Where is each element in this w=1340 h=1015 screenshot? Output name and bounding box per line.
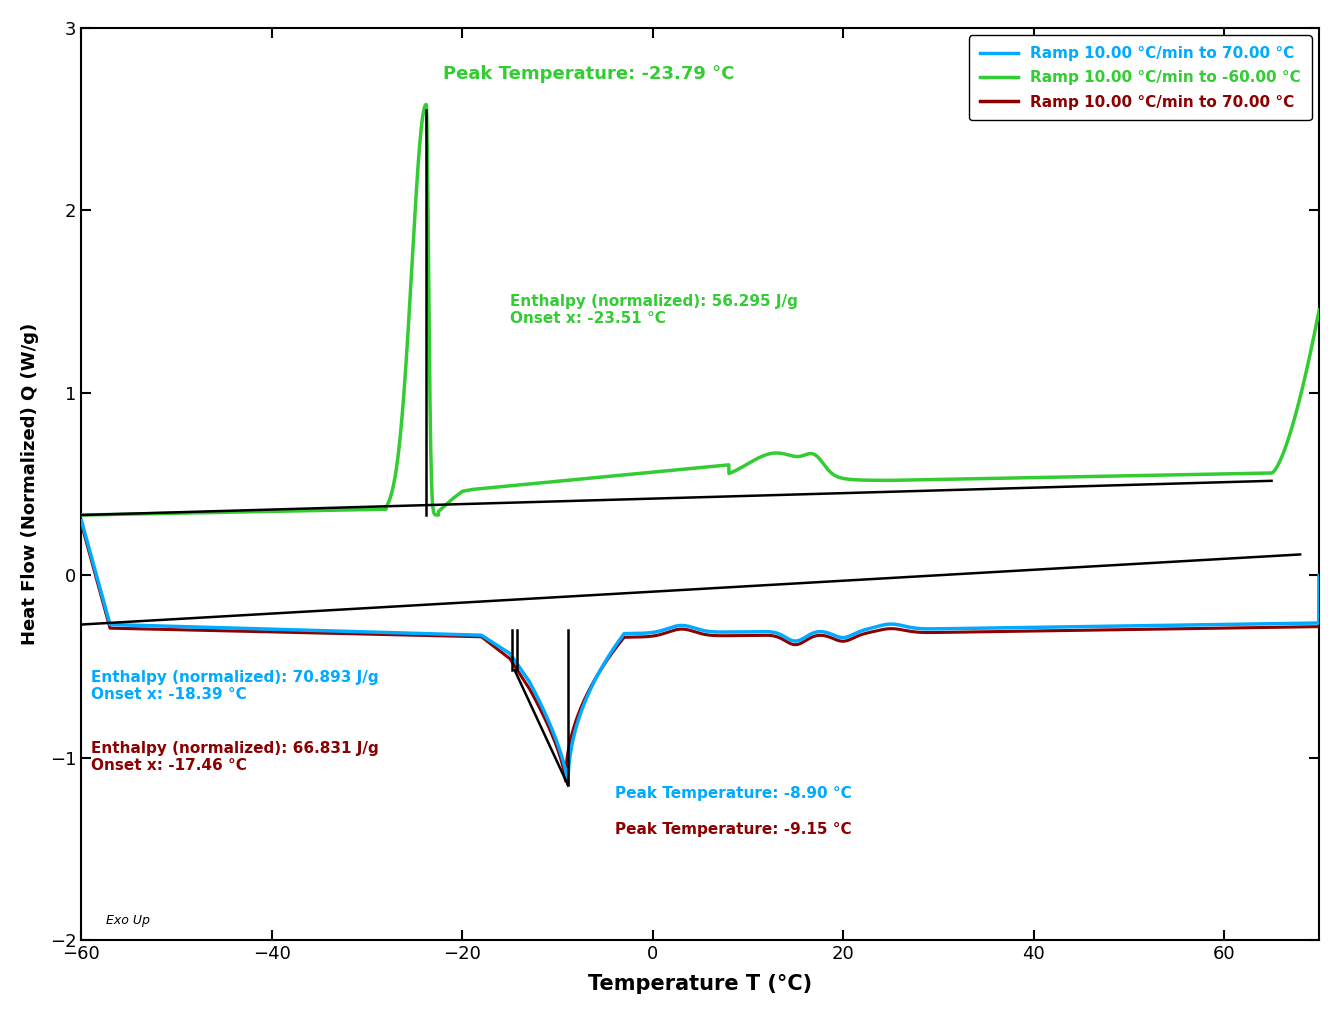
Text: Enthalpy (normalized): 70.893 J/g
Onset x: -18.39 °C: Enthalpy (normalized): 70.893 J/g Onset … (91, 670, 379, 702)
Text: Peak Temperature: -8.90 °C: Peak Temperature: -8.90 °C (615, 786, 851, 801)
Y-axis label: Heat Flow (Normalized) Q (W/g): Heat Flow (Normalized) Q (W/g) (21, 323, 39, 646)
Text: Peak Temperature: -23.79 °C: Peak Temperature: -23.79 °C (444, 65, 734, 83)
Text: Enthalpy (normalized): 56.295 J/g
Onset x: -23.51 °C: Enthalpy (normalized): 56.295 J/g Onset … (511, 294, 797, 327)
Text: Enthalpy (normalized): 66.831 J/g
Onset x: -17.46 °C: Enthalpy (normalized): 66.831 J/g Onset … (91, 741, 379, 773)
X-axis label: Temperature Τ (°C): Temperature Τ (°C) (588, 974, 812, 994)
Legend: Ramp 10.00 °C/min to 70.00 °C, Ramp 10.00 °C/min to -60.00 °C, Ramp 10.00 °C/min: Ramp 10.00 °C/min to 70.00 °C, Ramp 10.0… (969, 36, 1312, 120)
Text: Exo Up: Exo Up (106, 914, 150, 927)
Text: Peak Temperature: -9.15 °C: Peak Temperature: -9.15 °C (615, 822, 851, 837)
